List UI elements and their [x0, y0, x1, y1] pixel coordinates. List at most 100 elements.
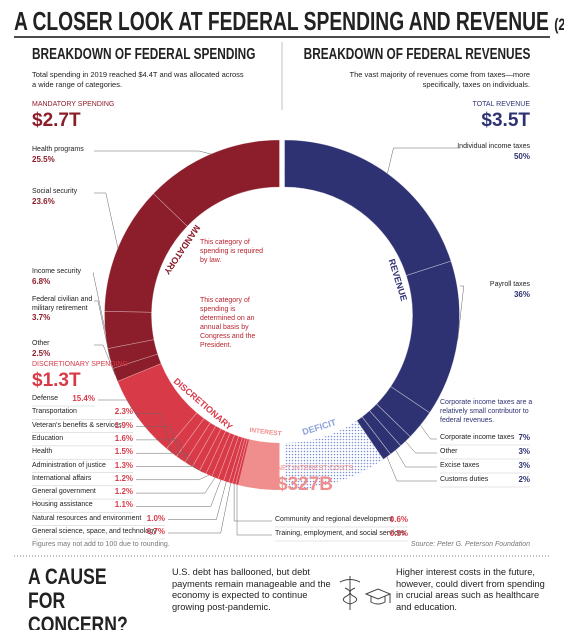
revenue-item-arc: [356, 416, 391, 460]
spending-group-arc: [238, 439, 280, 490]
item-name: Community and regional development: [275, 516, 393, 523]
leader-line: [92, 272, 106, 331]
item-value: 7%: [518, 433, 530, 442]
group-total: $327B: [277, 474, 333, 495]
item-name: Transportation: [32, 408, 77, 416]
leader-line: [94, 300, 111, 359]
item-name: International affairs: [32, 474, 92, 482]
item-name: Customs duties: [440, 476, 489, 483]
spending-item-arc: [217, 434, 240, 482]
item-name: Other: [32, 340, 50, 347]
item-label: Income security 6.8%: [32, 268, 114, 287]
item-value: 2.5%: [32, 348, 51, 358]
leader-line: [94, 344, 116, 376]
item-name: Excise taxes: [440, 462, 480, 469]
item-value: 3%: [518, 461, 530, 470]
item-name: General government: [32, 488, 96, 496]
item-value: 50%: [513, 151, 530, 161]
spending-item-arc: [235, 438, 250, 486]
leader-line: [136, 477, 216, 494]
group-total: $1.3T: [32, 370, 81, 391]
item-label: Health programs 25.5%: [32, 146, 114, 165]
note: This category of spending is determined …: [200, 297, 256, 349]
item-value: 25.5%: [32, 154, 55, 164]
leader-line: [94, 192, 119, 248]
leader-line: [136, 426, 181, 460]
note: Corporate income taxes are a relatively …: [440, 399, 533, 424]
item-value: 1.0%: [146, 513, 165, 523]
item-value: 0.5%: [389, 529, 408, 538]
spending-item-arc: [104, 311, 155, 350]
item-label: Other 2.5%: [32, 340, 114, 359]
concern-text: U.S. debt has ballooned, but debt paymen…: [172, 567, 331, 612]
ring-label: INTEREST: [249, 427, 282, 438]
item-label: Federal civilian and military retirement…: [32, 296, 114, 323]
item-name: Defense: [32, 395, 59, 402]
concern-text: Higher interest costs in the future, how…: [396, 567, 545, 612]
spending-item-arc: [211, 432, 235, 480]
leader-line: [136, 474, 210, 481]
leader-line: [94, 150, 212, 155]
revenue-subtitle: The vast majority of revenues come from …: [349, 70, 530, 89]
leader-line: [136, 413, 172, 453]
leader-line: [386, 456, 437, 482]
item-name: Income security: [32, 268, 82, 275]
item-value: 2.3%: [114, 407, 133, 417]
item-name: Training, employment, and social service…: [275, 530, 406, 537]
concern-title: A CAUSE FOR CONCERN?: [28, 564, 128, 630]
item-name: Health programs: [32, 146, 84, 153]
deficit-arc: [284, 420, 384, 490]
item-value: 0.7%: [146, 527, 165, 536]
item-name: Corporate income taxes: [440, 434, 515, 441]
leader-line: [136, 466, 203, 473]
item-value: 23.6%: [32, 196, 55, 206]
group-name: MANDATORY SPENDING: [32, 101, 115, 108]
item-value: 2%: [518, 475, 530, 484]
leader-line: [233, 484, 272, 522]
leader-line: [168, 483, 231, 534]
note: This category of spending is required by…: [200, 239, 264, 264]
leader-line: [168, 481, 227, 520]
leader-line: [457, 285, 465, 340]
item-name: Health: [32, 448, 53, 456]
item-value: 15.4%: [72, 394, 95, 403]
leader-line: [136, 479, 222, 507]
item-name: Social security: [32, 188, 78, 195]
leader-line: [395, 450, 437, 468]
item-value: 1.5%: [114, 447, 133, 457]
leader-line: [98, 399, 139, 419]
item-value: 3%: [518, 447, 530, 456]
leader-line: [136, 439, 189, 465]
leader-line: [236, 484, 272, 536]
group-total: $3.5T: [481, 110, 530, 131]
item-label: Individual income taxes 50%: [420, 143, 530, 162]
source: Source: Peter G. Peterson Foundation: [410, 541, 530, 548]
item-name: Natural resources and environment: [32, 514, 142, 522]
item-label: Payroll taxes 36%: [420, 281, 530, 300]
item-value: 1.9%: [114, 420, 133, 430]
item-value: 1.2%: [114, 473, 133, 483]
item-value: 0.6%: [389, 515, 408, 524]
item-value: 6.8%: [32, 276, 51, 286]
item-value: 3.7%: [32, 313, 51, 322]
footnote: Figures may not add to 100 due to roundi…: [32, 541, 170, 548]
leader-line: [387, 147, 460, 174]
group-name: DISCRETIONARY SPENDING: [32, 361, 128, 368]
item-value: 1.1%: [114, 500, 133, 510]
item-name: Veteran's benefits & services: [32, 421, 122, 429]
spending-item-arc: [166, 412, 205, 457]
spending-item-arc: [232, 437, 248, 485]
item-value: 1.6%: [114, 433, 133, 443]
title: A CLOSER LOOK AT FEDERAL SPENDING AND RE…: [14, 6, 564, 37]
item-name: Housing assistance: [32, 501, 93, 509]
title-text: A CLOSER LOOK AT FEDERAL SPENDING AND RE…: [14, 6, 549, 36]
item-name: Administration of justice: [32, 461, 106, 469]
spending-title: BREAKDOWN OF FEDERAL SPENDING: [32, 46, 256, 63]
item-value: 36%: [513, 289, 530, 299]
item-value: 1.2%: [114, 487, 133, 497]
spending-item-arc: [175, 418, 211, 463]
icon: [339, 576, 392, 610]
item-name: General science, space, and technology: [32, 528, 157, 535]
spending-subtitle: Total spending in 2019 reached $4.4T and…: [32, 70, 244, 89]
